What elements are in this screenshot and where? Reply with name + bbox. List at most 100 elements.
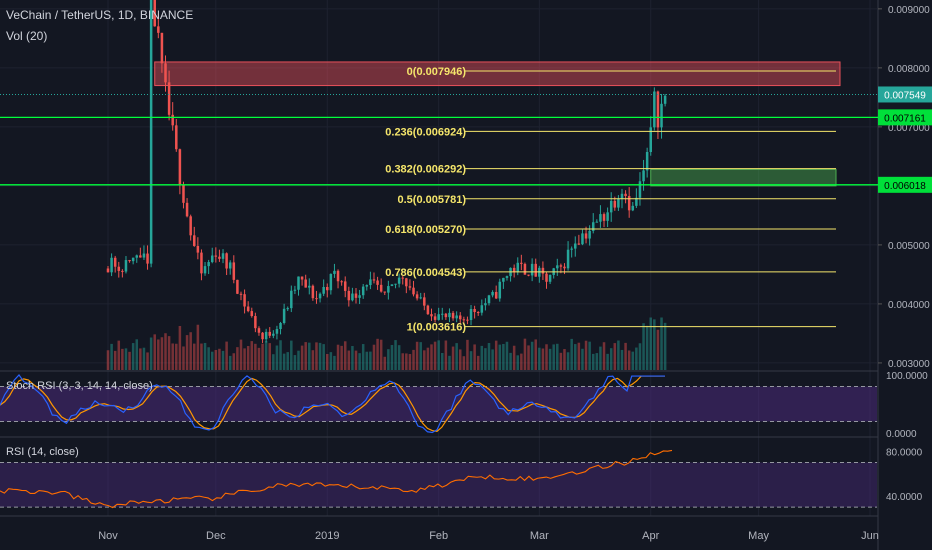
volume-bar xyxy=(329,352,333,370)
candle-body xyxy=(627,196,631,211)
volume-bar xyxy=(484,348,487,370)
support-badge-lower: 0.006018 xyxy=(884,181,926,192)
candle-body xyxy=(512,267,516,273)
candle-body xyxy=(613,200,617,208)
candle-body xyxy=(347,290,351,301)
candle-body xyxy=(563,266,566,269)
candle-body xyxy=(548,274,552,282)
candle-body xyxy=(135,255,139,258)
volume-bar xyxy=(387,349,390,370)
candle-body xyxy=(124,260,128,272)
volume-bar xyxy=(207,347,210,370)
volume-bar xyxy=(272,354,275,370)
volume-bar xyxy=(520,353,523,370)
candle-body xyxy=(476,312,480,314)
volume-bar xyxy=(153,334,156,370)
volume-bar xyxy=(113,350,117,370)
volume-bar xyxy=(408,354,412,370)
candle-body xyxy=(221,253,225,259)
volume-bar xyxy=(343,341,347,370)
candle-body xyxy=(153,0,156,27)
volume-bar xyxy=(121,348,124,370)
volume-bar xyxy=(455,343,458,370)
candle-body xyxy=(462,319,466,321)
candle-body xyxy=(455,315,458,319)
candle-body xyxy=(200,252,203,274)
fib-label: 0.618(0.005270) xyxy=(385,224,466,236)
volume-bar xyxy=(638,343,642,370)
volume-bar xyxy=(397,345,401,370)
candle-body xyxy=(236,279,239,294)
volume-bar xyxy=(588,341,591,370)
volume-bar xyxy=(149,337,153,370)
candle-body xyxy=(139,255,142,258)
candle-body xyxy=(214,255,218,257)
time-tick-label: Feb xyxy=(429,530,448,542)
candle-body xyxy=(297,276,300,290)
volume-bar xyxy=(448,355,451,370)
stoch-rsi-pane: 100.0000 0.0000 xyxy=(0,371,928,440)
volume-bar xyxy=(663,322,667,370)
candle-body xyxy=(117,266,121,271)
volume-bar xyxy=(264,340,268,370)
volume-bar xyxy=(394,340,397,370)
candle-body xyxy=(591,222,595,231)
volume-bar xyxy=(135,339,139,370)
candle-body xyxy=(121,270,124,272)
candle-body xyxy=(164,63,167,83)
last-price-badge: 0.007549 xyxy=(884,90,926,101)
candle-body xyxy=(329,273,333,291)
volume-bar xyxy=(430,344,433,370)
volume-bar xyxy=(433,341,437,370)
volume-bar xyxy=(300,345,304,370)
volume-bar xyxy=(617,340,620,370)
candle-body xyxy=(333,270,336,274)
candle-body xyxy=(203,266,207,274)
candle-body xyxy=(361,286,365,296)
volume-bar xyxy=(552,344,555,370)
candle-body xyxy=(405,278,408,287)
volume-bar xyxy=(250,341,254,370)
candle-body xyxy=(581,233,584,245)
volume-bar xyxy=(563,349,566,370)
volume-bar xyxy=(282,353,286,370)
candle-body xyxy=(473,308,476,313)
candle-body xyxy=(426,305,430,315)
support-badge-upper-bg xyxy=(878,109,932,126)
candle-body xyxy=(365,285,369,287)
support-badge-lower-bg xyxy=(878,176,932,193)
candle-body xyxy=(527,274,530,276)
candle-body xyxy=(451,312,455,319)
volume-bar xyxy=(261,343,264,370)
candle-body xyxy=(469,308,473,321)
volume-bar xyxy=(351,346,354,370)
candle-body xyxy=(620,193,624,200)
volume-bar xyxy=(602,342,606,370)
volume-bar xyxy=(462,356,466,370)
volume-bar xyxy=(591,353,595,370)
volume-bar xyxy=(649,317,653,370)
volume-bar xyxy=(476,355,480,370)
volume-bar xyxy=(279,340,282,370)
volume-bar xyxy=(527,345,530,370)
time-tick-label: Nov xyxy=(98,530,118,542)
candle-body xyxy=(599,214,602,222)
candle-body xyxy=(624,193,627,197)
volume-bar xyxy=(175,343,178,370)
candle-body xyxy=(530,263,534,276)
volume-bar xyxy=(480,345,484,370)
fib-label: 0.5(0.005781) xyxy=(398,194,467,206)
candle-body xyxy=(437,314,440,320)
candle-body xyxy=(131,257,135,262)
candle-body xyxy=(390,284,394,287)
candle-body xyxy=(494,291,498,299)
volume-bar xyxy=(376,338,379,370)
candle-body xyxy=(430,314,433,317)
volume-bar xyxy=(491,349,494,370)
candle-body xyxy=(487,295,491,304)
candle-body xyxy=(588,230,591,239)
time-tick-label: Mar xyxy=(530,530,549,542)
time-tick-label: 2019 xyxy=(315,530,339,542)
candle-body xyxy=(631,205,635,211)
